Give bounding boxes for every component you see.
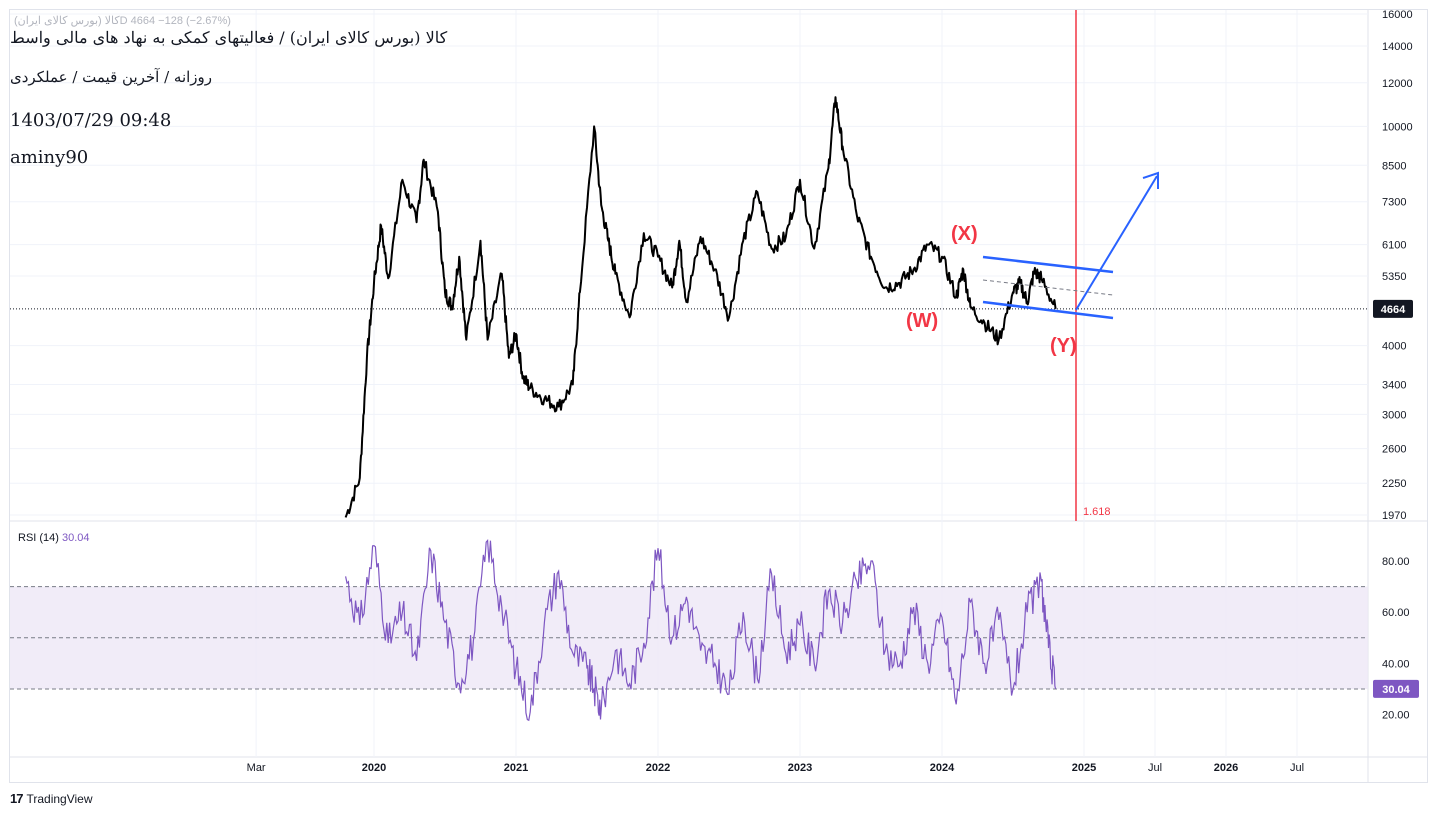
price-tick-label: 3000 — [1382, 409, 1406, 421]
price-tick-label: 3400 — [1382, 379, 1406, 391]
projection-arrow-line — [1075, 175, 1158, 311]
wave-label-w: (W) — [906, 310, 938, 332]
symbol-info-text: کالا (بورس کالای ایران)D 4664 −128 (−2.6… — [14, 15, 231, 27]
price-tick-label: 1970 — [1382, 510, 1406, 522]
wave-label-x: (X) — [951, 223, 978, 245]
rsi-legend-value: 30.04 — [62, 532, 90, 544]
time-tick-label: 2020 — [362, 762, 386, 774]
time-tick-label: 2023 — [788, 762, 812, 774]
chart-subtitle: روزانه / آخرین قیمت / عملکردی — [10, 68, 213, 86]
projection-arrow-head — [1142, 171, 1159, 189]
rsi-legend: RSI (14) 30.04 — [18, 532, 90, 544]
rsi-value-label: 30.04 — [1382, 684, 1410, 696]
rsi-line — [345, 539, 1057, 722]
price-tick-label: 16000 — [1382, 9, 1413, 21]
rsi-band — [10, 586, 1368, 690]
chart-title: کالا (بورس کالای ایران) / فعالیتهای کمکی… — [10, 28, 448, 47]
price-tick-label: 2250 — [1382, 478, 1406, 490]
price-tick-label: 10000 — [1382, 121, 1413, 133]
price-axis[interactable]: 16000 14000 12000 10000 8500 7300 6100 5350 4000… — [1373, 9, 1413, 522]
time-tick-label: Jul — [1148, 762, 1162, 774]
price-tick-label: 14000 — [1382, 41, 1413, 53]
rsi-series — [345, 539, 1057, 722]
time-tick-label: 2021 — [504, 762, 528, 774]
price-tick-label: 4000 — [1382, 341, 1406, 353]
time-tick-label: Mar — [247, 762, 266, 774]
brand-name: TradingView — [26, 791, 93, 806]
price-tick-label: 5350 — [1382, 271, 1406, 283]
time-tick-label: 2026 — [1214, 762, 1238, 774]
grid — [10, 10, 1427, 782]
rsi-tick-label: 20.00 — [1382, 710, 1410, 722]
rsi-tick-label: 40.00 — [1382, 658, 1410, 670]
fib-label: 1.618 — [1083, 506, 1111, 518]
symbol-info-line: کالا (بورس کالای ایران)D 4664 −128 (−2.6… — [14, 14, 231, 27]
chart-frame — [9, 9, 1428, 783]
chart-author: aminy90 — [10, 147, 89, 168]
channel-mid-line — [982, 279, 1114, 296]
rsi-legend-name: RSI (14) — [18, 532, 62, 544]
time-axis[interactable]: Mar 2020 2021 2022 2023 2024 2025 Jul 2026 Jul — [247, 762, 1304, 774]
tradingview-brand[interactable]: 17 TradingView — [10, 791, 93, 806]
price-tick-label: 7300 — [1382, 197, 1406, 209]
channel-lower-line — [982, 300, 1114, 320]
time-tick-label: 2022 — [646, 762, 670, 774]
time-tick-label: 2024 — [930, 762, 955, 774]
current-price-tag — [1373, 299, 1413, 318]
rsi-tick-label: 60.00 — [1382, 607, 1410, 619]
price-tick-label: 6100 — [1382, 240, 1406, 252]
chart-timestamp: 1403/07/29 09:48 — [10, 110, 172, 131]
rsi-tick-label: 80.00 — [1382, 556, 1410, 568]
price-line — [344, 96, 1057, 518]
time-tick-label: Jul — [1290, 762, 1304, 774]
wave-label-y: (Y) — [1050, 335, 1077, 357]
channel-upper-line — [982, 255, 1114, 274]
rsi-value-tag — [1373, 679, 1419, 698]
price-tick-label: 12000 — [1382, 78, 1413, 90]
price-series — [344, 96, 1057, 518]
price-tick-label: 8500 — [1382, 160, 1406, 172]
drawings: 1.618 (X) (W) (Y) — [906, 10, 1159, 521]
current-price-label: 4664 — [1381, 304, 1406, 316]
price-tick-label: 2600 — [1382, 444, 1406, 456]
time-tick-label: 2025 — [1072, 762, 1096, 774]
tradingview-logo-icon: 17 — [10, 791, 24, 806]
